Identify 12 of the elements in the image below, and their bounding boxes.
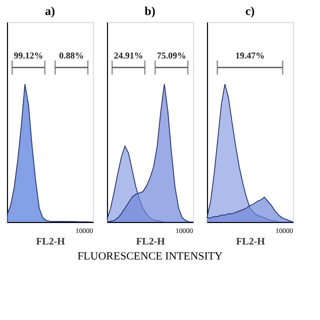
text: FLUORESCENCE INTENSITY [77,250,223,262]
x-axis-title: FL2-H [236,236,266,248]
text: 75.09% [156,50,186,61]
x-axis-title: FL2-H [36,236,66,248]
text: 24.91% [114,50,144,61]
chart-title: a) [45,4,55,18]
text: 99.12% [14,50,44,61]
text: 0.88% [59,50,84,61]
chart-title: b) [144,4,156,18]
text: 19.47% [235,50,265,61]
x-axis-title: FL2-H [136,236,166,248]
chart-title: c) [245,4,255,18]
